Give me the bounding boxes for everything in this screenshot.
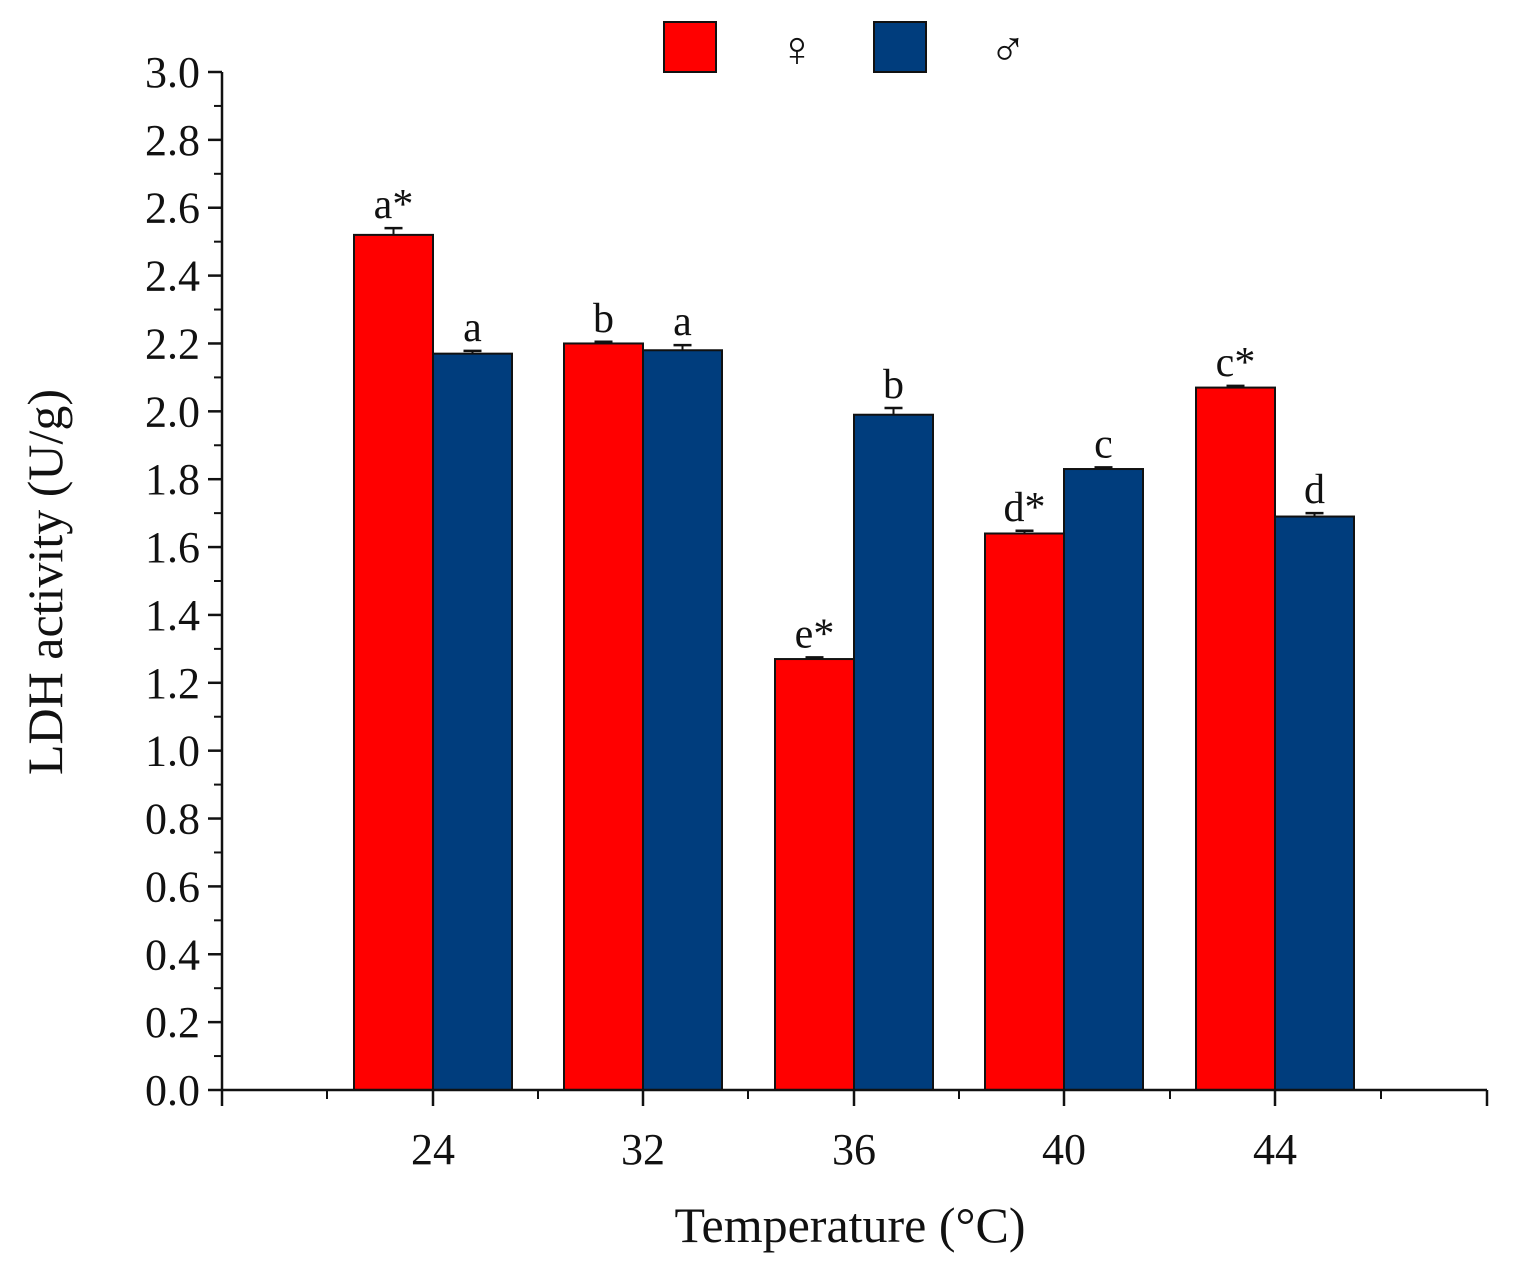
female-bar-32 xyxy=(563,342,644,1091)
significance-label: a xyxy=(673,299,692,345)
y-tick-label: 3.0 xyxy=(145,48,200,97)
x-axis-title: Temperature (°C) xyxy=(674,1197,1025,1253)
male-legend-label: ♂ xyxy=(989,21,1027,77)
y-tick-label: 0.2 xyxy=(145,998,200,1047)
x-tick-label: 40 xyxy=(1042,1125,1086,1174)
female-legend-swatch xyxy=(663,21,717,73)
male-bar-32 xyxy=(642,349,723,1091)
female-bar-36 xyxy=(774,658,855,1092)
legend: ♀ ♂ xyxy=(663,21,1027,77)
error-bars xyxy=(384,226,1324,660)
significance-label: c* xyxy=(1216,340,1256,386)
significance-label: b xyxy=(883,362,904,408)
female-bar-44 xyxy=(1195,386,1276,1091)
male-legend-swatch xyxy=(873,21,927,73)
male-bar-36 xyxy=(853,413,934,1091)
significance-labels: a* b e* d* c* a a b c d xyxy=(374,182,1325,657)
x-tick-label: 44 xyxy=(1253,1125,1297,1174)
female-bar-40 xyxy=(984,532,1065,1091)
male-bar-24 xyxy=(432,352,513,1091)
y-tick-label: 0.6 xyxy=(145,862,200,911)
significance-label: c xyxy=(1094,421,1113,467)
y-tick-label: 1.0 xyxy=(145,727,200,776)
significance-label: a xyxy=(463,305,482,351)
y-tick-label: 0.4 xyxy=(145,930,200,979)
y-tick-label: 2.0 xyxy=(145,387,200,436)
bars xyxy=(353,233,1355,1092)
male-bar-40 xyxy=(1063,468,1144,1091)
female-bar-24 xyxy=(353,233,434,1091)
significance-label: d* xyxy=(1004,485,1046,531)
significance-label: a* xyxy=(374,182,414,228)
male-bar-44 xyxy=(1274,515,1355,1091)
y-tick-label: 1.8 xyxy=(145,455,200,504)
female-legend-label: ♀ xyxy=(778,21,816,77)
axes: 0.0 0.2 0.4 0.6 0.8 1.0 1.2 1.4 1.6 1.8 2.0 2.2 2.4 2… xyxy=(145,48,1489,1174)
significance-label: b xyxy=(593,296,614,342)
y-tick-label: 0.8 xyxy=(145,795,200,844)
y-tick-label: 1.4 xyxy=(145,591,200,640)
significance-label: e* xyxy=(795,611,835,657)
y-axis-title: LDH activity (U/g) xyxy=(17,389,73,775)
significance-label: d xyxy=(1304,467,1325,513)
x-tick-label: 32 xyxy=(621,1125,665,1174)
y-tick-label: 2.8 xyxy=(145,116,200,165)
y-tick-label: 0.0 xyxy=(145,1066,200,1115)
y-tick-label: 2.2 xyxy=(145,319,200,368)
y-tick-label: 2.4 xyxy=(145,252,200,301)
y-tick-label: 1.2 xyxy=(145,659,200,708)
y-tick-label: 1.6 xyxy=(145,523,200,572)
y-tick-label: 2.6 xyxy=(145,184,200,233)
x-tick-label: 24 xyxy=(411,1125,455,1174)
x-tick-label: 36 xyxy=(832,1125,876,1174)
